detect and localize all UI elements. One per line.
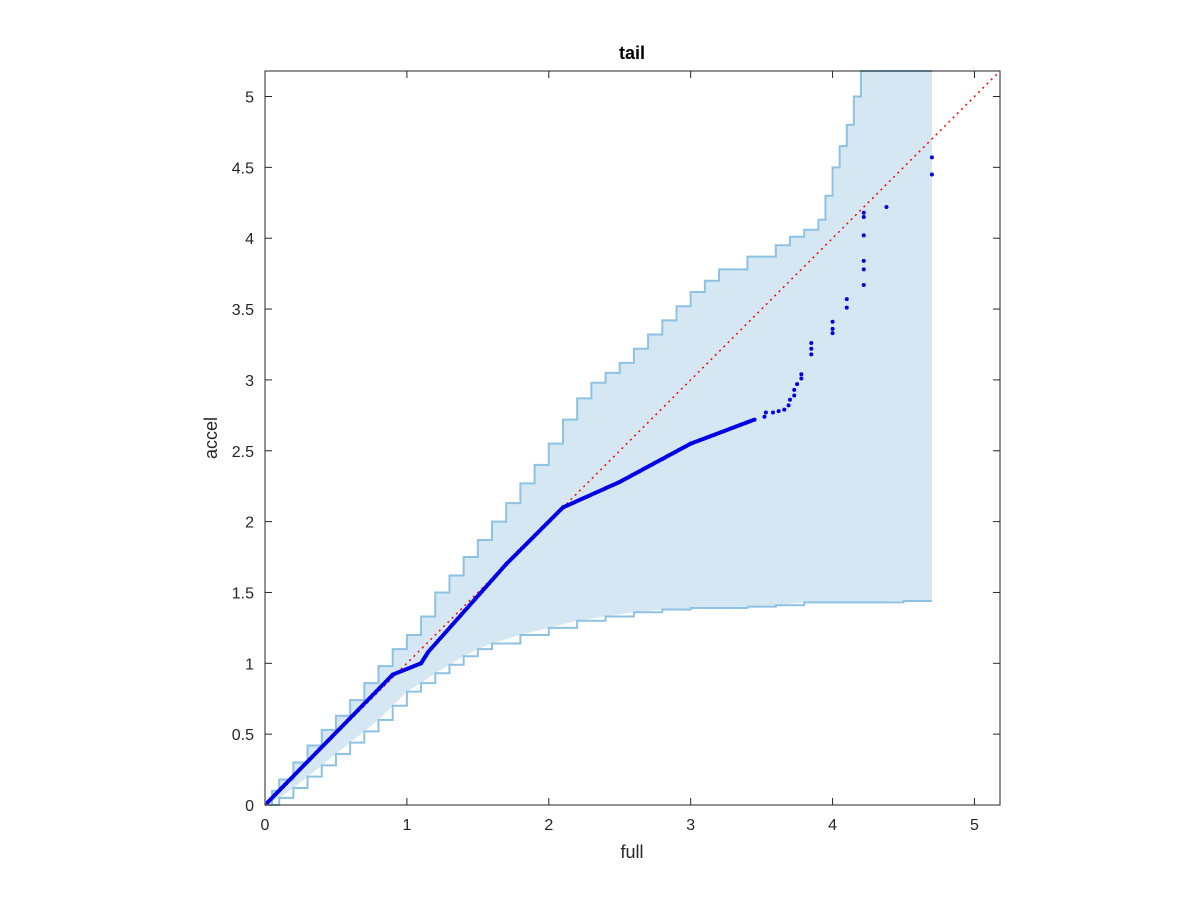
data-point [762,414,767,419]
x-tick-label: 0 [261,817,270,834]
data-point [792,393,797,398]
y-axis-label: accel [201,417,221,459]
y-tick-label: 5 [245,90,254,107]
data-point [830,326,835,331]
y-tick-label: 1.5 [232,585,254,602]
data-point [799,372,804,377]
data-point [792,387,797,392]
data-point [929,172,934,177]
data-point [861,282,866,287]
confidence-band-lower [265,599,932,806]
y-tick-label: 4.5 [232,160,254,177]
y-tick-label: 3.5 [232,302,254,319]
x-tick-label: 1 [402,817,411,834]
confidence-band-upper [265,70,932,806]
data-point [782,407,787,412]
y-tick-label: 3 [245,373,254,390]
data-point [809,346,814,351]
y-tick-label: 0.5 [232,727,254,744]
data-point [770,410,775,415]
x-tick-label: 5 [970,817,979,834]
data-point [776,409,781,414]
data-point [861,214,866,219]
y-tick-label: 4 [245,231,254,248]
data-point [830,319,835,324]
data-point [844,305,849,310]
data-point [795,382,800,387]
confidence-band-fill [265,71,932,805]
data-point [844,297,849,302]
data-point [861,210,866,215]
data-point [799,376,804,381]
data-point [786,403,791,408]
chart-title: tail [619,43,645,63]
data-point [929,155,934,160]
data-point [752,417,757,422]
y-tick-label: 1 [245,656,254,673]
data-point [763,410,768,415]
x-tick-label: 2 [544,817,553,834]
data-point [809,352,814,357]
reference-line [264,70,1001,806]
x-tick-label: 3 [686,817,695,834]
x-axis-label: full [620,842,643,862]
data-point [861,258,866,263]
data-point [861,267,866,272]
axes: 0 1 2 3 4 5 0 0.5 1 1.5 2 2.5 3 3.5 4 4.5 5 [232,70,1001,834]
y-tick-label: 2 [245,515,254,532]
data-point [861,233,866,238]
data-point [830,331,835,336]
data-point [809,341,814,346]
data-point [788,397,792,402]
y-tick-label: 2.5 [232,444,254,461]
plot-area [264,70,1001,806]
data-point [884,205,889,210]
y-tick-label: 0 [245,798,254,815]
x-tick-label: 4 [828,817,837,834]
axes-box [264,70,1001,806]
